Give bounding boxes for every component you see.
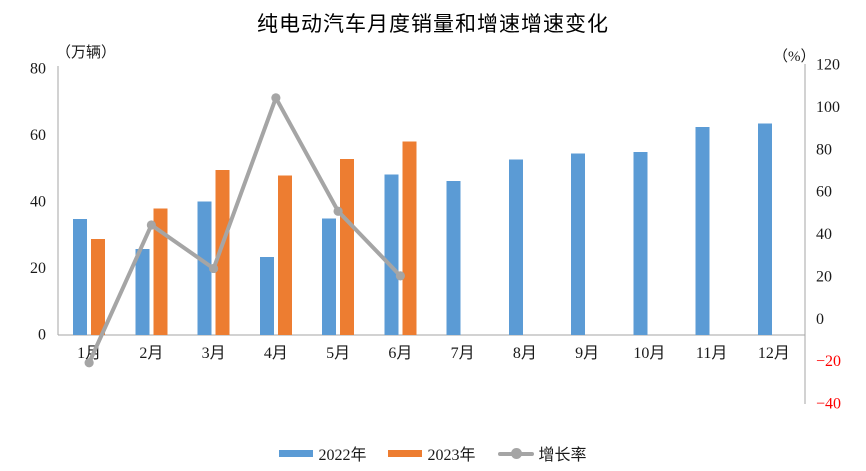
right-axis-tick--40: −40 xyxy=(816,396,841,413)
bar-2022年-2月 xyxy=(135,249,150,335)
growth-marker-2月 xyxy=(146,220,156,230)
legend-swatch-bar-icon xyxy=(388,449,423,457)
category-label-4月: 4月 xyxy=(264,345,288,362)
category-label-7月: 7月 xyxy=(451,345,475,362)
bar-2023年-5月 xyxy=(340,158,355,335)
right-axis-tick-120: 120 xyxy=(816,57,840,74)
growth-line xyxy=(87,95,403,365)
right-axis-tick-40: 40 xyxy=(816,226,832,243)
bar-2023年-4月 xyxy=(277,175,292,335)
legend-label: 增长率 xyxy=(538,447,587,464)
left-axis-unit-label: （万辆） xyxy=(56,45,117,61)
legend-label: 2023年 xyxy=(427,447,476,464)
bar-2022年-11月 xyxy=(695,126,710,335)
legend-item-增长率: 增长率 xyxy=(497,441,587,465)
growth-marker-1月 xyxy=(84,358,94,368)
legend-label: 2022年 xyxy=(318,447,367,464)
category-label-3月: 3月 xyxy=(202,345,226,362)
bar-2022年-3月 xyxy=(197,201,212,335)
category-label-5月: 5月 xyxy=(326,345,350,362)
legend-item-2023年: 2023年 xyxy=(388,441,476,465)
category-label-12月: 12月 xyxy=(758,345,790,362)
bar-2023年-6月 xyxy=(402,141,417,335)
left-axis-tick-80: 80 xyxy=(30,61,46,78)
legend: 2022年 2023年 增长率 xyxy=(0,441,866,465)
right-axis-unit-label: （%） xyxy=(773,49,816,65)
category-label-6月: 6月 xyxy=(388,345,412,362)
bar-2022年-4月 xyxy=(259,257,274,335)
right-axis-tick-80: 80 xyxy=(816,141,832,158)
left-axis-tick-0: 0 xyxy=(38,327,46,344)
category-label-10月: 10月 xyxy=(633,345,665,362)
category-label-9月: 9月 xyxy=(575,345,599,362)
category-label-2月: 2月 xyxy=(139,345,163,362)
growth-marker-4月 xyxy=(271,93,281,103)
bar-2022年-1月 xyxy=(73,218,88,335)
right-axis-tick-20: 20 xyxy=(816,268,832,285)
category-label-8月: 8月 xyxy=(513,345,537,362)
bar-2023年-3月 xyxy=(215,170,230,335)
legend-swatch-bar-icon xyxy=(279,449,314,457)
growth-marker-3月 xyxy=(209,263,219,274)
legend-item-2022年: 2022年 xyxy=(279,441,366,465)
legend-swatch-line-marker-icon xyxy=(497,447,534,459)
left-axis-tick-40: 40 xyxy=(30,194,46,211)
bar-2022年-6月 xyxy=(384,174,399,335)
bar-2022年-7月 xyxy=(446,181,461,335)
left-axis-tick-20: 20 xyxy=(30,260,46,277)
bar-2023年-1月 xyxy=(91,238,106,335)
bar-2022年-9月 xyxy=(571,153,586,335)
left-axis-tick-60: 60 xyxy=(30,127,46,144)
chart-title: 纯电动汽车月度销量和增速增速变化 xyxy=(257,12,609,36)
bar-2022年-5月 xyxy=(322,218,337,335)
growth-marker-5月 xyxy=(333,206,343,216)
bar-2023年-2月 xyxy=(153,208,168,335)
bar-2022年-10月 xyxy=(633,152,648,335)
bar-2022年-8月 xyxy=(508,159,523,335)
right-axis-tick-100: 100 xyxy=(816,99,840,116)
right-axis-tick-60: 60 xyxy=(816,184,832,201)
growth-marker-6月 xyxy=(395,271,405,281)
legend-marker-dot-icon xyxy=(510,447,522,459)
right-axis-tick--20: −20 xyxy=(816,353,841,370)
category-label-11月: 11月 xyxy=(696,345,727,362)
right-axis-tick-0: 0 xyxy=(816,311,824,328)
bar-2022年-12月 xyxy=(757,123,772,335)
